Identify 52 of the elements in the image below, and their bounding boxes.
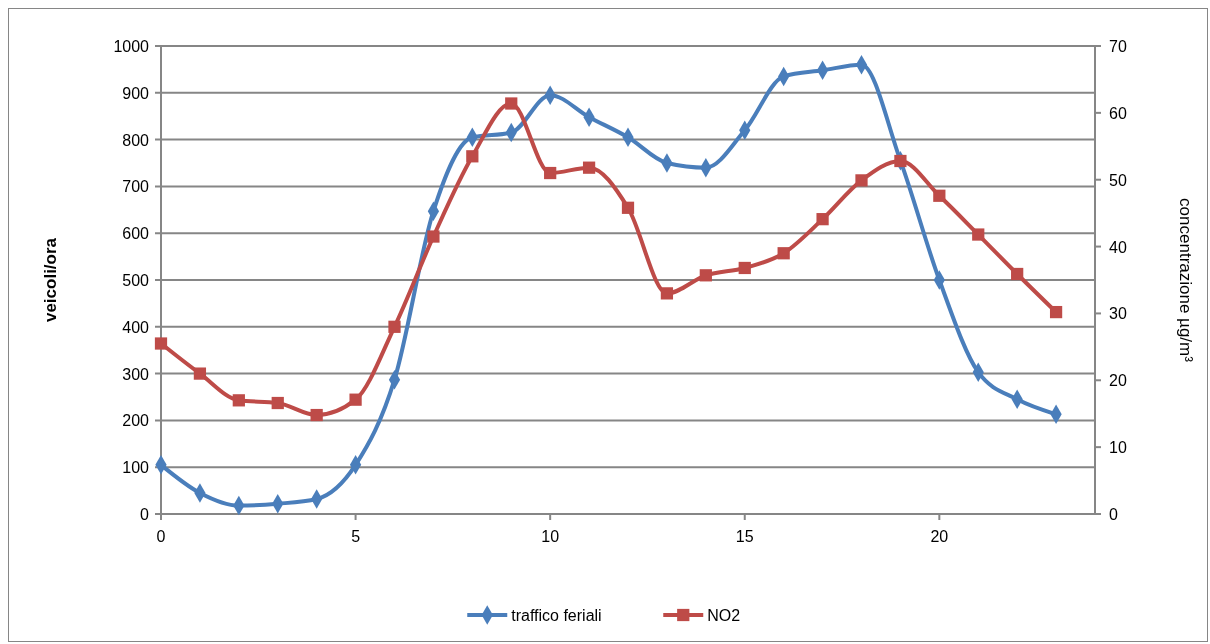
y-tick-label: 300	[122, 365, 150, 383]
point	[310, 408, 323, 422]
y2-tick-label: 20	[1109, 372, 1127, 390]
point	[816, 213, 829, 226]
point	[1049, 305, 1063, 319]
y2-tick-label: 70	[1109, 38, 1127, 55]
point	[933, 189, 946, 202]
y2-tick-label: 10	[1109, 439, 1127, 457]
point	[699, 269, 712, 282]
point	[738, 261, 751, 275]
point	[621, 201, 635, 214]
y2-axis-title: concentrazione µg/m³	[1176, 198, 1195, 363]
point	[660, 287, 674, 300]
point	[466, 150, 479, 163]
y-tick-label: 900	[122, 84, 150, 102]
point	[349, 393, 362, 406]
x-tick-label: 0	[156, 528, 166, 545]
point	[193, 367, 207, 380]
point	[427, 230, 440, 243]
y2-tick-label: 60	[1109, 104, 1127, 122]
y2-tick-label: 0	[1109, 506, 1118, 523]
y2-tick-label: 40	[1109, 238, 1127, 256]
y-tick-label: 700	[122, 178, 150, 196]
y2-tick-label: 50	[1109, 171, 1127, 189]
x-tick-label: 20	[930, 528, 949, 545]
point	[582, 161, 596, 174]
point	[894, 154, 907, 168]
point	[154, 337, 168, 350]
point	[271, 396, 284, 410]
y-tick-label: 400	[122, 318, 150, 336]
point	[505, 97, 518, 110]
y-tick-label: 600	[122, 225, 150, 243]
y2-tick-label: 30	[1109, 305, 1127, 323]
x-tick-label: 15	[735, 528, 754, 545]
point	[388, 320, 401, 333]
y-tick-label: 200	[122, 412, 150, 430]
point	[544, 166, 557, 180]
y-tick-label: 100	[122, 459, 150, 477]
point	[232, 394, 245, 407]
point	[777, 247, 790, 260]
y-axis-title: veicoli/ora	[41, 237, 60, 323]
x-tick-label: 5	[351, 528, 361, 545]
y-tick-label: 0	[140, 506, 150, 523]
legend-label: NO2	[707, 607, 741, 624]
point	[855, 174, 868, 187]
point	[1011, 267, 1024, 281]
legend-label: traffico feriali	[511, 607, 602, 624]
point	[972, 228, 985, 241]
x-tick-label: 10	[541, 528, 560, 545]
y-tick-label: 1000	[113, 38, 150, 55]
y-tick-label: 500	[122, 272, 150, 289]
y-tick-label: 800	[122, 131, 150, 149]
